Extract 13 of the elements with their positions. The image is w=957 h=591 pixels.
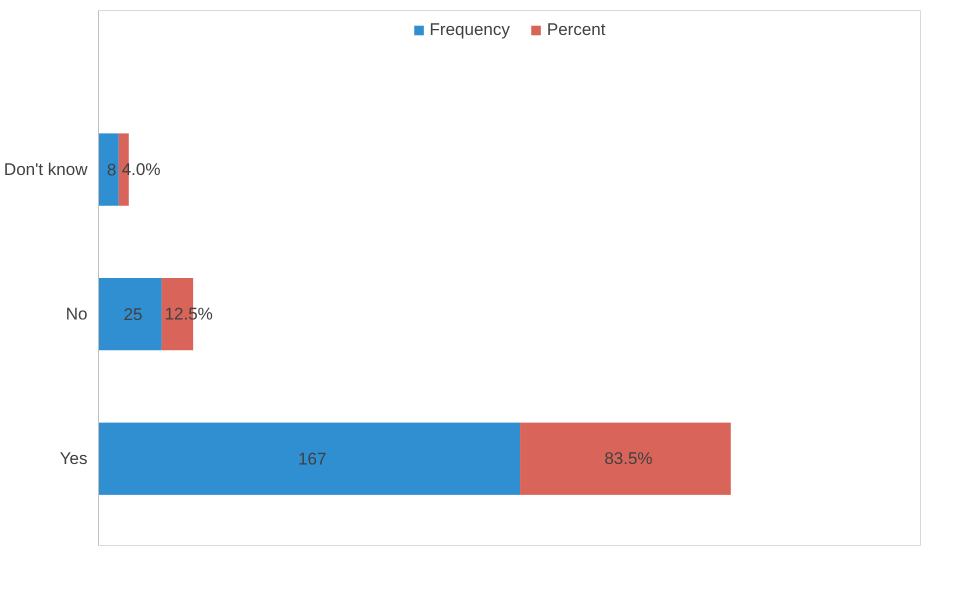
bar (520, 422, 731, 495)
y-tick-label: Yes (60, 449, 88, 468)
data-label: 25 (124, 305, 143, 324)
bar (98, 133, 119, 206)
bar (98, 422, 520, 495)
data-label: 167 (298, 450, 326, 469)
y-tick-label: Don't know (4, 160, 88, 180)
legend-label: Percent (546, 20, 606, 40)
y-tick-label: No (66, 304, 88, 324)
data-label: 83.5% (604, 449, 653, 468)
data-label: 8 (106, 160, 116, 180)
legend-label: Frequency (430, 20, 510, 40)
bar (98, 278, 162, 350)
